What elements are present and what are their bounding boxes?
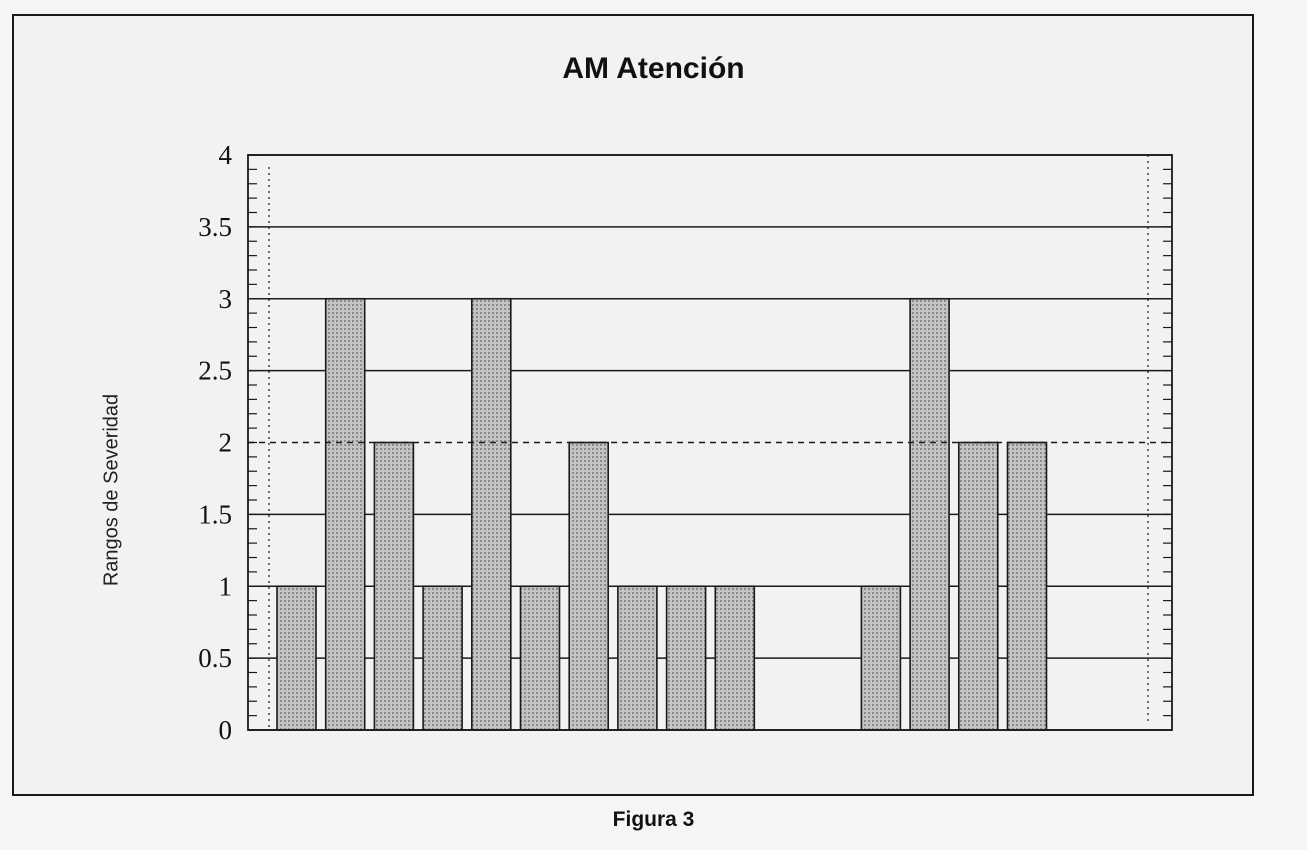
bar	[568, 441, 610, 731]
plot-frame	[247, 154, 1173, 731]
figure-caption: Figura 3	[612, 808, 695, 831]
bar	[276, 585, 317, 731]
bar	[714, 585, 756, 731]
bar	[470, 297, 512, 731]
y-tick-label: 4	[219, 140, 233, 170]
y-tick-label: 2	[219, 428, 233, 458]
y-tick-label: 0	[219, 715, 233, 745]
bar	[957, 441, 999, 731]
bar	[373, 441, 415, 731]
axes	[247, 154, 1173, 731]
bar	[519, 585, 561, 731]
bar	[324, 297, 366, 731]
bars	[276, 297, 1048, 731]
y-tick-label: 1.5	[198, 499, 232, 529]
y-tick-label: 3.5	[198, 212, 232, 242]
bar	[860, 585, 902, 731]
bar	[422, 585, 463, 731]
y-tick-label: 2.5	[198, 356, 232, 386]
bar	[665, 585, 707, 731]
y-tick-labels: 0 0.5 1 1.5 2 2.5 3 3.5 4	[198, 140, 232, 745]
bar	[617, 585, 658, 731]
y-tick-label: 1	[219, 571, 233, 601]
bar	[909, 297, 950, 731]
y-tick-label: 0.5	[198, 643, 232, 673]
chart-title: AM Atención	[562, 52, 745, 85]
y-tick-label: 3	[219, 284, 233, 314]
bar	[1006, 441, 1048, 731]
